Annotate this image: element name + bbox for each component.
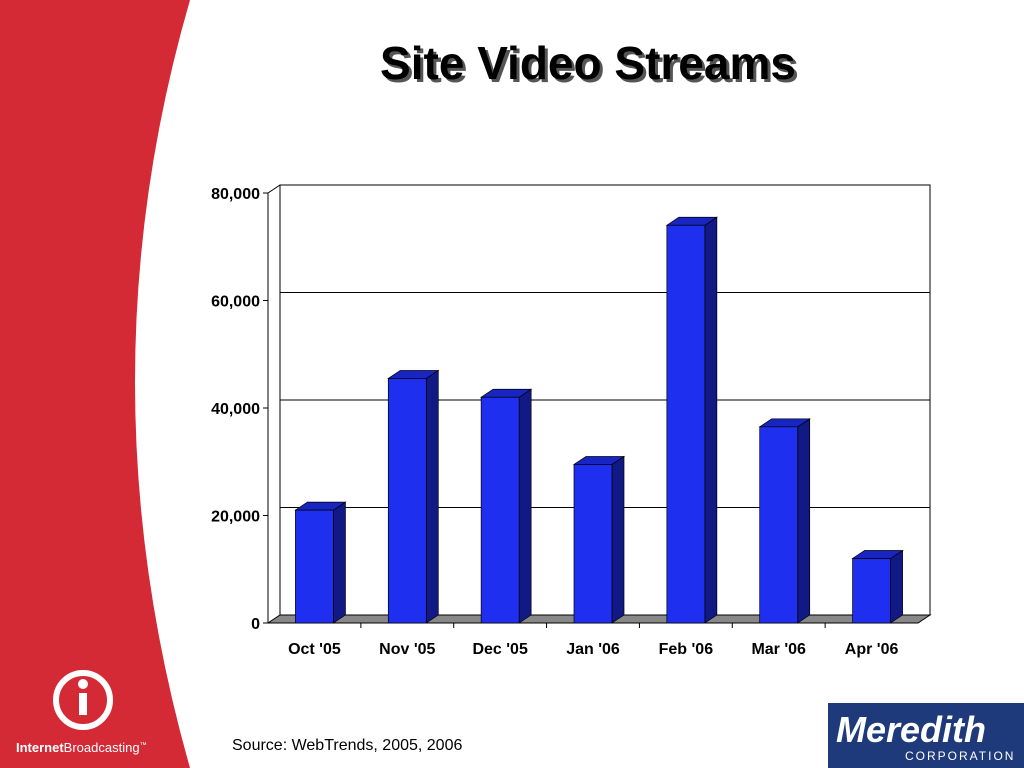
bar [480, 396, 520, 624]
chart: 0 20,000 40,000 60,000 80,000 Oct '05 Nov '05 D… [211, 184, 932, 658]
logo-tm: ™ [140, 742, 147, 749]
bar-side-shade [426, 370, 439, 623]
bar-top-shade [759, 418, 810, 427]
x-tick-label: Jan '06 [566, 641, 620, 658]
logo-name: Meredith [836, 709, 986, 750]
x-tick-label: Apr '06 [845, 641, 899, 658]
bar-top-shade [388, 370, 439, 379]
logo-regular: Broadcasting [64, 740, 140, 755]
bar [295, 509, 334, 624]
logo-stem [79, 693, 87, 715]
bar [387, 378, 427, 624]
bar-side-shade [797, 418, 810, 623]
logo-bold: Internet [16, 740, 64, 755]
x-tick-label: Nov '05 [379, 641, 435, 658]
x-tick-label: Feb '06 [659, 641, 714, 658]
logo-text: InternetBroadcasting™ [16, 740, 147, 755]
logo-dot [78, 679, 88, 689]
logo-sub: CORPORATION [905, 749, 1015, 763]
bar-side-shade [890, 550, 903, 623]
bar [573, 464, 613, 624]
y-tick-label: 60,000 [211, 294, 260, 311]
right-logo: Meredith CORPORATION [828, 703, 1024, 768]
y-tick-label: 0 [251, 616, 260, 633]
bar-top-shade [852, 550, 903, 559]
y-tick-label: 80,000 [211, 186, 260, 203]
logo-ring [53, 670, 113, 730]
x-tick-label: Mar '06 [751, 641, 806, 658]
bar [666, 224, 706, 624]
left-logo: InternetBroadcasting™ [16, 670, 147, 755]
bar [759, 426, 799, 624]
bar-side-shade [704, 217, 717, 623]
bar-side-shade [519, 389, 532, 623]
bar-top-shade [295, 502, 346, 511]
bar-top-shade [481, 389, 532, 398]
red-panel [0, 0, 190, 768]
y-axis-depth [267, 184, 281, 194]
x-tick-label: Dec '05 [472, 641, 528, 658]
logo-box [828, 703, 1024, 768]
chart-title: Site Video Streams [380, 37, 796, 89]
bar-top-shade [666, 217, 717, 226]
bar [852, 558, 891, 624]
bar-side-shade [333, 502, 346, 623]
bar-top-shade [574, 456, 624, 465]
source-note: Source: WebTrends, 2005, 2006 [232, 737, 462, 754]
y-tick-label: 20,000 [211, 509, 260, 526]
y-tick-label: 40,000 [211, 401, 260, 418]
title-shadow: Site Video Streams [383, 40, 799, 92]
x-tick-label: Oct '05 [288, 641, 341, 658]
bar-side-shade [612, 456, 624, 623]
